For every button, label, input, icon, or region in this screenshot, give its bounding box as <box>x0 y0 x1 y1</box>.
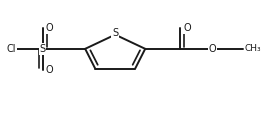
Text: O: O <box>183 23 191 33</box>
Text: O: O <box>46 65 54 75</box>
Text: Cl: Cl <box>7 44 16 54</box>
Text: O: O <box>209 44 216 54</box>
Text: S: S <box>112 28 118 38</box>
Text: CH₃: CH₃ <box>245 44 261 53</box>
Text: O: O <box>46 23 54 33</box>
Text: S: S <box>40 44 46 54</box>
